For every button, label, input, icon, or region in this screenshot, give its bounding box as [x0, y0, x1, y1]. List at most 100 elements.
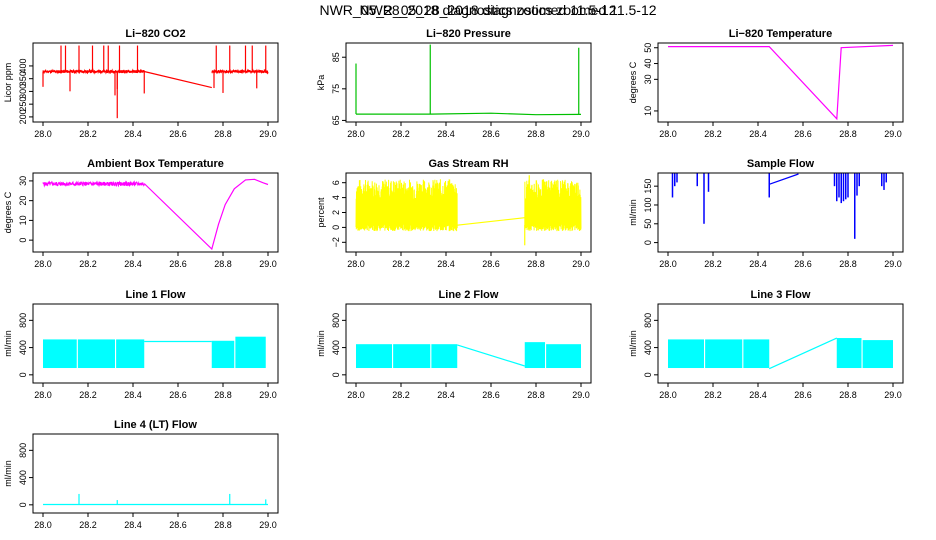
flow-block: [116, 339, 145, 369]
y-tick-label: 800: [18, 443, 28, 458]
y-tick-label: 6: [331, 180, 341, 185]
y-tick-label: 100: [643, 197, 653, 212]
x-tick-label: 29.0: [884, 129, 902, 139]
x-tick-label: 28.8: [527, 129, 545, 139]
flow-block: [743, 339, 770, 369]
data-layer: [42, 45, 269, 119]
x-tick-label: 29.0: [572, 259, 590, 269]
x-tick-label: 28.2: [79, 259, 97, 269]
x-tick-label: 28.4: [437, 259, 455, 269]
chart-title: Line 1 Flow: [126, 289, 186, 301]
y-axis-label: ml/min: [3, 460, 13, 487]
x-tick-label: 28.0: [659, 259, 677, 269]
y-tick-label: 0: [643, 372, 653, 377]
x-tick-label: 28.2: [392, 390, 410, 400]
flow-block: [668, 339, 704, 369]
x-tick-label: 28.4: [124, 520, 142, 530]
y-tick-label: 400: [643, 340, 653, 355]
x-tick-label: 28.0: [34, 390, 52, 400]
y-axis-label: degrees C: [628, 61, 638, 103]
x-tick-label: 28.6: [169, 129, 187, 139]
plot-frame: [657, 42, 904, 123]
y-tick-label: 65: [331, 115, 341, 125]
x-tick-label: 28.0: [659, 390, 677, 400]
series-line: [143, 178, 269, 251]
data-layer: [43, 336, 266, 369]
y-tick-label: 40: [643, 59, 653, 69]
y-tick-label: 75: [331, 84, 341, 94]
page-title: NWR_05_28_2018 diagnostics zoomed 11.5-1…: [0, 0, 936, 20]
x-tick-label: 28.2: [704, 259, 722, 269]
flow-block: [431, 344, 458, 369]
chart-line4: Line 4 (LT) Flow ml/min 0 400 800 28.0 28.2 28.…: [3, 419, 279, 530]
y-axis-label: ml/min: [316, 330, 326, 357]
y-tick-label: 400: [18, 340, 28, 355]
x-tick-label: 28.4: [124, 129, 142, 139]
y-tick-label: 800: [331, 313, 341, 328]
flow-block: [77, 339, 115, 369]
x-tick-label: 28.2: [79, 390, 97, 400]
flow-block: [235, 336, 266, 369]
chart-rh: Gas Stream RH percent −2 0 2 4 6 28.0 28.2 28.4 28…: [316, 158, 592, 269]
y-tick-label: 30: [18, 176, 28, 186]
x-tick-label: 28.0: [347, 259, 365, 269]
x-tick-label: 29.0: [572, 129, 590, 139]
flow-block: [524, 342, 545, 369]
y-axis-label: degrees C: [3, 191, 13, 233]
data-layer: [356, 342, 581, 369]
y-tick-label: 50: [643, 219, 653, 229]
x-tick-label: 28.8: [214, 520, 232, 530]
x-tick-label: 29.0: [259, 520, 277, 530]
x-tick-label: 28.6: [482, 259, 500, 269]
y-tick-label: 10: [643, 106, 653, 116]
x-tick-label: 28.0: [34, 259, 52, 269]
series-line: [769, 173, 799, 185]
plot-frame: [657, 172, 904, 253]
x-tick-label: 29.0: [884, 390, 902, 400]
y-tick-label: 300: [18, 84, 28, 99]
x-tick-label: 28.0: [34, 129, 52, 139]
y-axis-label: kPa: [316, 75, 326, 91]
chart-line3: Line 3 Flow ml/min 0 400 800 28.0 28.2 28.4 28.6…: [628, 289, 904, 400]
series-line: [768, 337, 838, 370]
band-series: [355, 179, 458, 232]
chart-sampleflow: Sample Flow ml/min 0 50 100 150 28.0 28.2 28.4 28…: [628, 158, 904, 269]
data-layer: [668, 44, 894, 121]
chart-title: Ambient Box Temperature: [87, 158, 224, 170]
y-tick-label: 800: [18, 313, 28, 328]
data-layer: [42, 178, 269, 251]
x-tick-label: 28.2: [79, 520, 97, 530]
x-tick-label: 28.6: [482, 129, 500, 139]
page-title-text-a: NWR_05_28_2018 diagnostics zoomed 11.5-1…: [319, 2, 617, 18]
series-line: [144, 70, 212, 89]
x-tick-label: 28.6: [794, 129, 812, 139]
series-line: [457, 217, 525, 226]
y-axis-label: percent: [316, 197, 326, 228]
x-tick-label: 28.4: [749, 259, 767, 269]
x-tick-label: 28.6: [169, 390, 187, 400]
flow-block: [546, 344, 581, 369]
series-line: [457, 344, 525, 367]
x-tick-label: 28.6: [169, 259, 187, 269]
x-tick-label: 28.8: [839, 129, 857, 139]
x-tick-label: 28.6: [482, 390, 500, 400]
y-tick-label: 0: [331, 225, 341, 230]
flow-block: [43, 339, 77, 369]
noise-series: [42, 180, 145, 188]
y-tick-label: 10: [18, 215, 28, 225]
y-tick-label: 0: [643, 240, 653, 245]
x-tick-label: 29.0: [259, 390, 277, 400]
x-tick-label: 28.2: [392, 259, 410, 269]
x-tick-label: 28.8: [214, 390, 232, 400]
x-tick-label: 28.4: [749, 129, 767, 139]
chart-temp: Li−820 Temperature degrees C 10 30 40 50 28.0 2…: [628, 28, 904, 139]
y-tick-label: 400: [18, 470, 28, 485]
y-tick-label: 250: [18, 97, 28, 112]
x-tick-label: 28.4: [437, 390, 455, 400]
y-tick-label: 30: [643, 74, 653, 84]
x-tick-label: 28.0: [347, 129, 365, 139]
flow-block: [356, 344, 392, 369]
x-tick-label: 28.8: [527, 390, 545, 400]
x-tick-label: 28.0: [659, 129, 677, 139]
